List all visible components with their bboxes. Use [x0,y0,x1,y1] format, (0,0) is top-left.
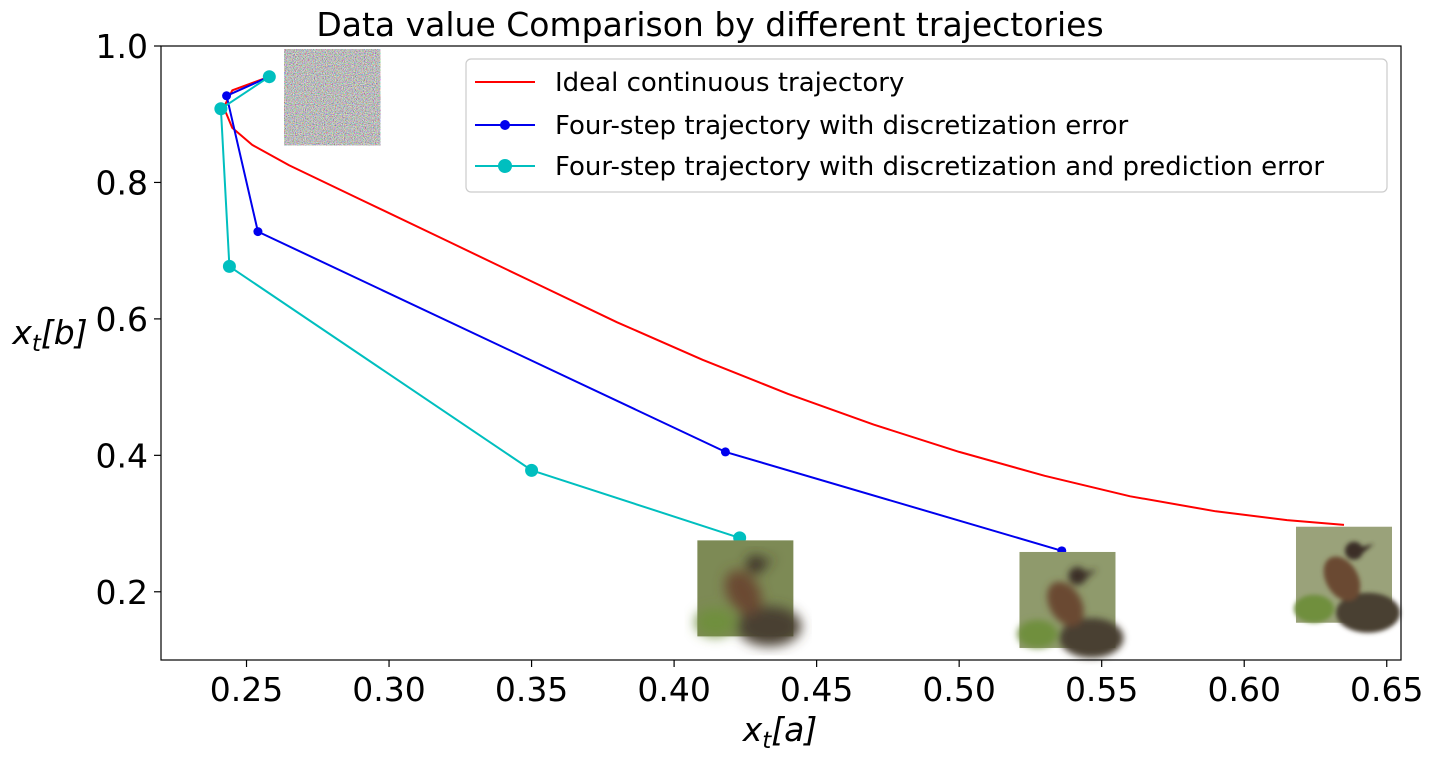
legend-marker-discretization [500,120,510,130]
data-point [262,70,276,84]
legend-box [465,58,1388,193]
thumbnail-layer [284,49,1400,658]
legend-label-discretization: Four-step trajectory with discretization… [555,111,1129,141]
y-axis-label: xt[b] [11,313,87,357]
x-tick-label: 0.50 [922,670,995,709]
bird-thumbnail [1293,526,1400,633]
x-axis-label: xt[a] [742,710,818,754]
y-axis-label-sub: t [32,331,42,357]
y-tick-label: 0.8 [96,163,148,202]
bird-thumbnail [1017,551,1124,658]
legend-label-prediction: Four-step trajectory with discretization… [555,152,1324,182]
x-tick-label: 0.45 [780,670,853,709]
x-tick-label: 0.55 [1065,670,1138,709]
bird-thumbnail [695,540,802,647]
x-axis-label-arg: [a] [771,710,817,749]
legend-label-ideal: Ideal continuous trajectory [555,68,904,98]
x-tick-label: 0.60 [1207,670,1280,709]
data-point [253,227,263,237]
y-tick-label: 0.2 [96,573,148,612]
series-line-1 [222,75,1345,526]
noise-thumbnail [284,49,381,146]
data-point [222,259,236,273]
plot-frame [160,45,1402,661]
y-tick-label: 0.4 [96,436,148,475]
x-tick-label: 0.65 [1350,670,1423,709]
x-axis-label-sub: t [762,728,772,754]
x-axis-ticks: 0.25 0.30 0.35 0.40 0.45 0.50 0.55 0.60 0.65 [210,660,1423,709]
x-axis-label-base: x [742,710,763,749]
x-tick-label: 0.25 [210,670,283,709]
data-point [720,447,730,457]
data-point [222,91,232,101]
chart-title: Data value Comparison by different traje… [316,5,1103,44]
series-layer [214,70,1345,556]
x-tick-label: 0.40 [637,670,710,709]
legend: Ideal continuous trajectory Four-step tr… [465,58,1388,193]
y-axis-label-arg: [b] [41,313,88,352]
x-tick-label: 0.35 [495,670,568,709]
y-axis-ticks: 0.2 0.4 0.6 0.8 1.0 [96,27,161,612]
y-tick-label: 1.0 [96,27,148,66]
y-tick-label: 0.6 [96,300,148,339]
legend-marker-prediction [498,159,512,173]
y-axis-label-base: x [11,313,32,352]
x-tick-label: 0.30 [352,670,425,709]
data-point [214,102,228,116]
data-point [525,463,539,477]
